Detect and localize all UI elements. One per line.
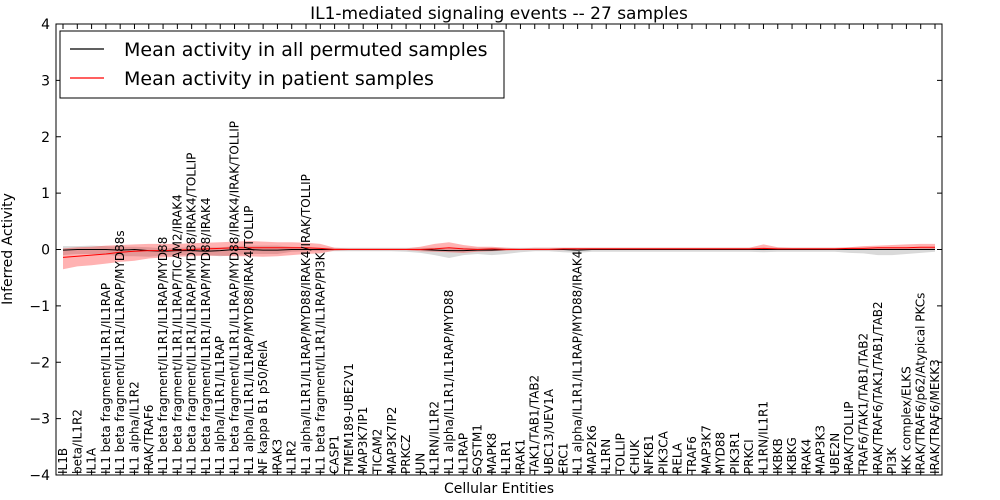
series-lines	[62, 246, 935, 258]
x-tick-label: IRAK/TRAF6/MEKK3	[928, 359, 942, 474]
x-tick-label: TMEM189-UBE2V1	[342, 363, 356, 475]
x-tick-labels: IL1B beta/IL1R2 IL1A IL1 beta fragment/IL1R…	[56, 24, 942, 475]
x-tick-label: IRAK/TRAF6/TAK1/TAB1/TAB2	[871, 301, 885, 474]
y-tick-label: −4	[29, 468, 50, 484]
x-tick-label: CASP1	[328, 435, 342, 474]
x-tick-label: IL1 alpha/IL1R1/IL1RAP/MYD88/IRAK4/IRAK/…	[299, 174, 313, 474]
x-tick-label: MAP3K3	[814, 425, 828, 474]
legend-label-permuted: Mean activity in all permuted samples	[124, 39, 487, 61]
y-tick-label: 0	[41, 243, 50, 259]
x-tick-label: IL1 beta fragment/IL1R1/IL1RAP	[99, 283, 113, 474]
y-axis-label: Inferred Activity	[0, 193, 16, 305]
x-tick-label: NFKB1	[642, 434, 656, 474]
permuted-mean-line	[62, 248, 935, 252]
x-tick-label: IL1R1	[499, 440, 513, 474]
x-tick-label: IL1 beta fragment/IL1R1/IL1RAP/MYD88/IRA…	[199, 198, 213, 475]
x-tick-label: IKBKB	[771, 438, 785, 474]
x-tick-label: IL1 alpha/IL1R1/IL1RAP/MYD88	[442, 290, 456, 474]
x-tick-label: PIK3R1	[728, 432, 742, 474]
x-tick-label: IL1 beta fragment/IL1R1/IL1RAP/MYD88	[156, 237, 170, 474]
y-tick-label: −1	[29, 299, 50, 315]
x-tick-label: IL1R2	[285, 440, 299, 474]
y-axis-ticks: −4 −3 −2 −1 0 1 2 3 4	[29, 17, 942, 484]
x-tick-label: MAPK8	[485, 433, 499, 474]
x-tick-label: TRAF6	[685, 436, 699, 475]
x-tick-label: IL1 beta fragment/IL1R1/IL1RAP/MYD88s	[113, 230, 127, 474]
y-tick-label: 3	[41, 73, 50, 89]
x-tick-label: IL1RAP	[456, 433, 470, 474]
y-tick-label: 2	[41, 130, 50, 146]
x-tick-label: MYD88	[714, 432, 728, 474]
x-tick-label: IRAK/TOLLIP	[842, 402, 856, 474]
x-tick-label: TOLLIP	[614, 433, 628, 475]
x-tick-label: JUN	[413, 453, 427, 475]
x-tick-label: IL1 alpha/IL1R1/IL1RAP/MYD88/IRAK4/TOLLI…	[242, 206, 256, 474]
x-tick-label: IRAK4	[799, 439, 813, 474]
x-tick-label: IL1B	[56, 448, 70, 474]
x-tick-label: IL1 beta fragment/IL1R1/IL1RAP/MYD88/IRA…	[185, 153, 199, 474]
legend-box	[59, 30, 505, 99]
x-tick-label: IL1A	[85, 447, 99, 474]
x-tick-label: IL1RN/IL1R2	[428, 401, 442, 474]
patient-mean-line	[62, 246, 935, 258]
x-tick-label: IRAK/TRAF6	[142, 405, 156, 474]
x-tick-label: IL1 beta fragment/IL1R1/IL1RAP/MYD88/IRA…	[228, 121, 242, 474]
x-tick-label: TICAM2	[371, 429, 385, 475]
x-tick-label: RELA	[671, 442, 685, 474]
x-tick-label: beta/IL1R2	[70, 409, 84, 474]
x-tick-label: CHUK	[628, 439, 642, 474]
x-tick-label: MAP3K7	[699, 425, 713, 474]
x-tick-label: MAP2K6	[585, 425, 599, 474]
x-tick-label: UBC13/UEV1A	[542, 388, 556, 474]
x-tick-label: IRAK3	[270, 439, 284, 474]
x-tick-label: ERC1	[556, 443, 570, 474]
x-tick-label: PRKCI	[742, 439, 756, 474]
x-tick-label: IKK complex/ELKS	[899, 366, 913, 474]
x-tick-label: IRAK1	[513, 439, 527, 474]
x-tick-label: IL1 alpha/IL1R2	[128, 381, 142, 474]
x-tick-label: IL1 alpha/IL1R1/IL1RAP/MYD88/IRAK4	[571, 251, 585, 474]
legend: Mean activity in all permuted samples Me…	[59, 30, 505, 99]
x-tick-label: IRAK/TRAF6/p62/Atypical PKCs	[914, 293, 928, 474]
x-tick-label: PIK3CA	[656, 430, 670, 474]
legend-label-patient: Mean activity in patient samples	[124, 68, 434, 90]
y-tick-label: −3	[29, 412, 50, 428]
plot-frame	[55, 23, 943, 476]
chart-title: IL1-mediated signaling events -- 27 samp…	[310, 4, 688, 24]
x-tick-label: IL1 beta fragment/IL1R1/IL1RAP/PI3K	[313, 251, 327, 474]
x-tick-label: PI3K	[885, 447, 899, 474]
x-tick-label: MAP3K7IP1	[356, 407, 370, 474]
x-tick-label: IKBKG	[785, 437, 799, 474]
y-tick-label: 4	[41, 17, 50, 33]
x-tick-label: IL1RN	[599, 439, 613, 474]
x-tick-label: IL1 alpha/IL1R1/IL1RAP	[213, 336, 227, 474]
y-tick-label: 1	[41, 186, 50, 202]
x-tick-label: SQSTM1	[471, 424, 485, 474]
x-tick-label: PRKCZ	[399, 435, 413, 474]
x-tick-label: IL1RN/IL1R1	[757, 401, 771, 474]
x-tick-label: NF kappa B1 p50/RelA	[256, 340, 270, 474]
x-axis-label: Cellular Entities	[444, 481, 554, 497]
x-tick-label: IL1 beta fragment/IL1R1/IL1RAP/TICAM2/IR…	[170, 194, 184, 474]
x-tick-label: MAP3K7IP2	[385, 407, 399, 474]
y-tick-label: −2	[29, 355, 50, 371]
x-tick-label: TRAF6/TAK1/TAB1/TAB2	[857, 333, 871, 475]
x-tick-label: TAK1/TAB1/TAB2	[528, 375, 542, 475]
x-tick-label: UBE2N	[828, 433, 842, 474]
